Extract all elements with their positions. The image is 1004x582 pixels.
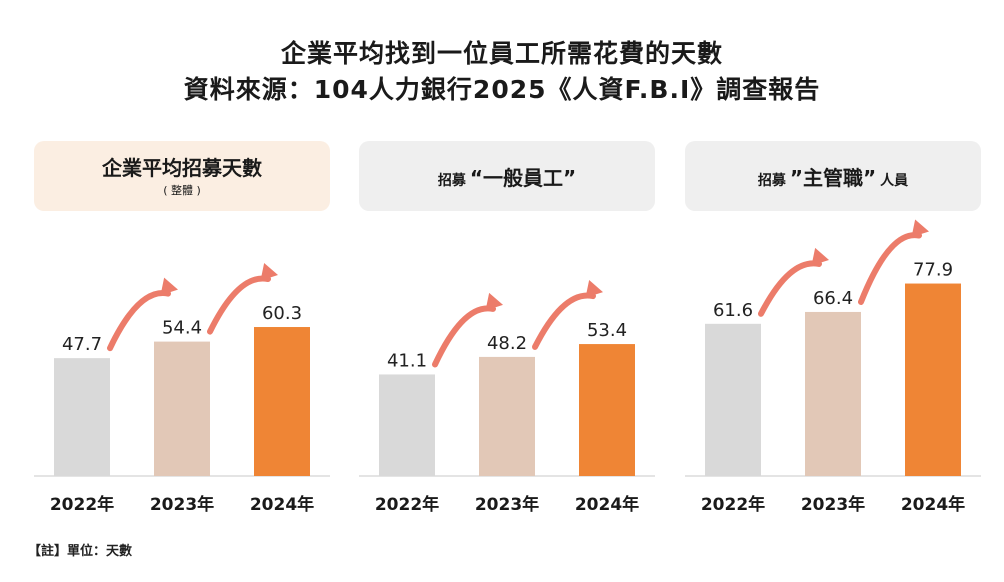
chart-title: 企業平均找到一位員工所需花費的天數 <box>280 39 723 68</box>
panel-header-prefix: 招募 <box>437 172 466 189</box>
panel-header-overall: 企業平均招募天數 ( 整體 ) <box>34 141 330 211</box>
data-label: 66.4 <box>813 288 853 309</box>
data-label: 53.4 <box>587 320 627 341</box>
bar-2023年 <box>154 341 210 476</box>
panel-header-main: ”主管職” <box>789 165 877 190</box>
bar-2022年 <box>379 374 435 476</box>
footnote-unit: 【註】單位：天數 <box>28 544 133 559</box>
data-label: 77.9 <box>913 260 953 281</box>
growth-arrow <box>432 305 496 368</box>
growth-arrow <box>758 260 822 317</box>
x-tick-label: 2023年 <box>150 494 214 515</box>
panel-header-suffix: 人員 <box>880 172 909 189</box>
bar-chart-svg: 41.1 2022年 48.2 2023年 53.4 2024年 <box>359 280 655 515</box>
bar-chart-svg: 61.6 2022年 66.4 2023年 77.9 2024年 <box>685 219 981 515</box>
bar-2024年 <box>254 327 310 476</box>
x-tick-label: 2024年 <box>250 494 314 515</box>
growth-arrow-head <box>485 292 503 311</box>
bar-2022年 <box>54 358 110 476</box>
data-label: 48.2 <box>487 333 527 354</box>
bar-chart-managers: 61.6 2022年 66.4 2023年 77.9 2024年 <box>685 219 981 530</box>
panel-header-main: 企業平均招募天數 <box>102 155 262 180</box>
bar-2023年 <box>479 356 535 476</box>
growth-arrow-head <box>160 277 178 296</box>
bar-2024年 <box>579 344 635 476</box>
chart-subtitle-source: 資料來源：104人力銀行2025《人資F.B.I》調查報告 <box>183 75 821 104</box>
growth-arrow-head <box>260 262 278 281</box>
x-tick-label: 2023年 <box>475 494 539 515</box>
x-tick-label: 2024年 <box>575 494 639 515</box>
x-tick-label: 2022年 <box>701 494 765 515</box>
panel-header-managers: 招募 ”主管職” 人員 <box>685 141 981 211</box>
bar-chart-overall: 47.7 2022年 54.4 2023年 60.3 2024年 <box>34 230 330 530</box>
panel-header-prefix: 招募 <box>757 172 786 189</box>
x-tick-label: 2023年 <box>801 494 865 515</box>
data-label: 47.7 <box>62 334 102 355</box>
growth-arrow-head <box>811 247 829 266</box>
data-label: 41.1 <box>387 350 427 371</box>
x-tick-label: 2022年 <box>50 494 114 515</box>
growth-arrow <box>532 292 596 350</box>
panel-header-sub: ( 整體 ) <box>163 183 201 197</box>
growth-arrow <box>107 290 171 352</box>
bar-2024年 <box>905 283 961 476</box>
x-tick-label: 2022年 <box>375 494 439 515</box>
growth-arrow-head <box>911 219 929 238</box>
data-label: 61.6 <box>713 300 753 321</box>
bar-chart-svg: 47.7 2022年 54.4 2023年 60.3 2024年 <box>34 262 330 515</box>
panel-header-main: “一般員工” <box>469 165 577 190</box>
panel-header-general-staff: 招募 “一般員工” <box>359 141 655 211</box>
growth-arrow <box>207 275 271 335</box>
x-tick-label: 2024年 <box>901 494 965 515</box>
bar-chart-general-staff: 41.1 2022年 48.2 2023年 53.4 2024年 <box>359 230 655 530</box>
data-label: 54.4 <box>162 318 202 339</box>
data-label: 60.3 <box>262 303 302 324</box>
bar-2022年 <box>705 323 761 476</box>
bar-2023年 <box>805 311 861 476</box>
growth-arrow-head <box>585 280 603 298</box>
